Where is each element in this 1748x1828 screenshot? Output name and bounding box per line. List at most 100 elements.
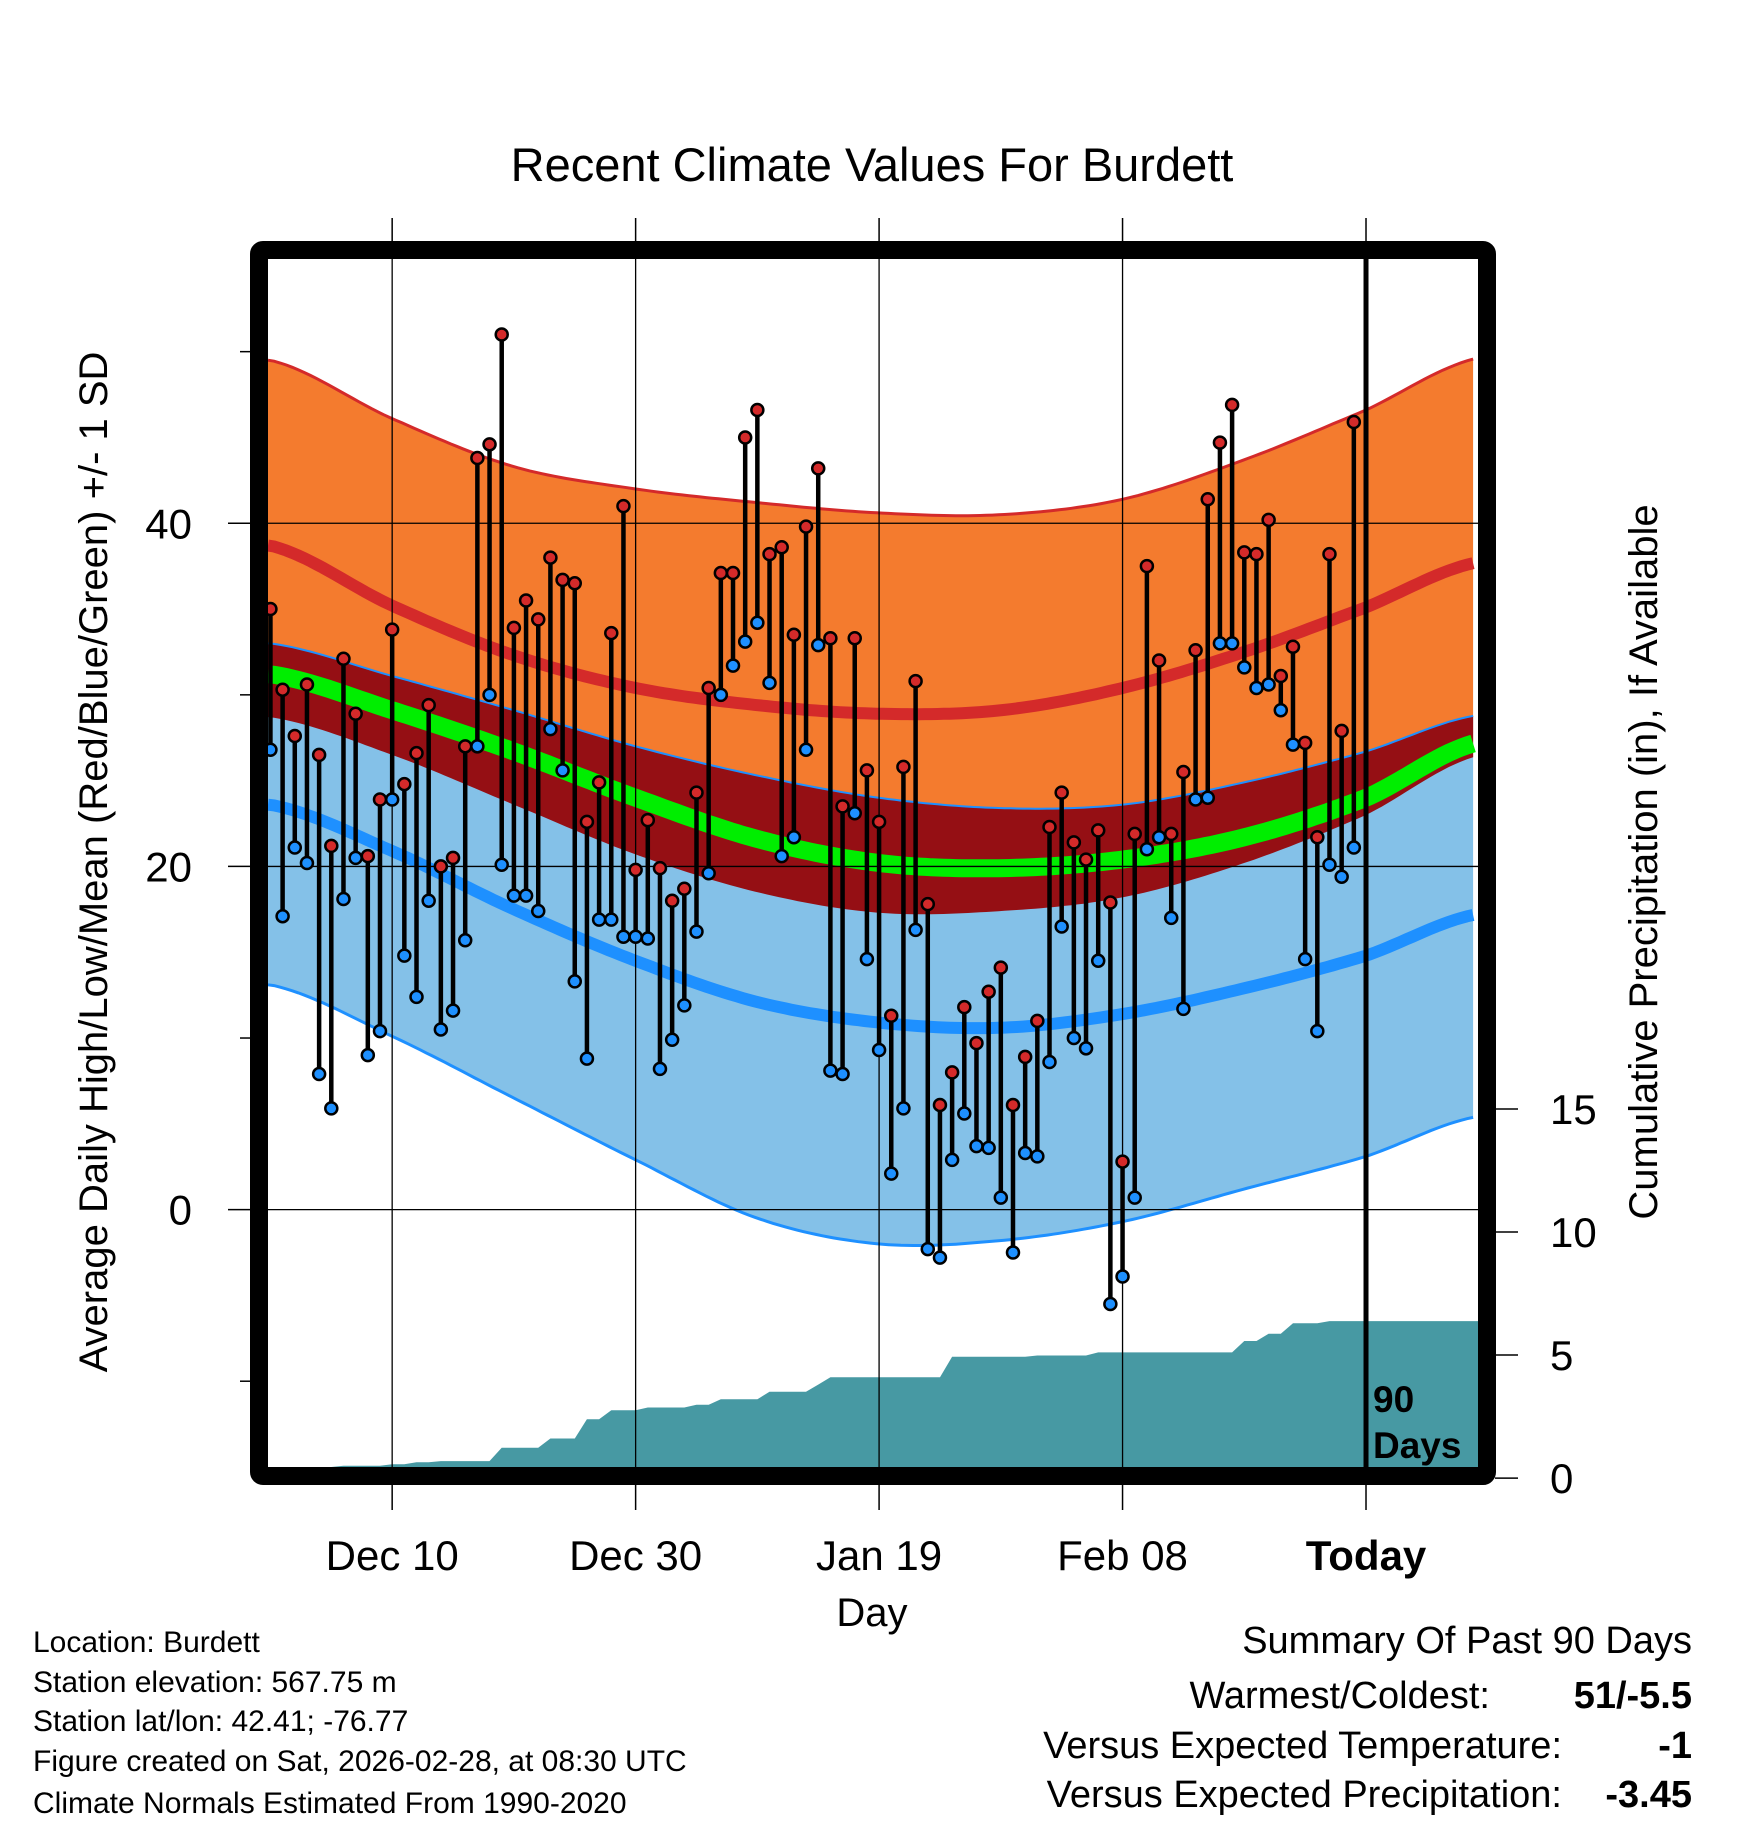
daily-low-point xyxy=(494,857,509,872)
daily-low-point xyxy=(1005,1245,1021,1260)
daily-high-point xyxy=(628,862,643,878)
daily-low-point xyxy=(908,922,923,938)
daily-high-point xyxy=(969,1035,984,1051)
daily-low-point xyxy=(506,888,522,903)
daily-high-point xyxy=(543,550,558,565)
daily-low-point xyxy=(1054,919,1069,934)
daily-high-point xyxy=(762,546,777,562)
daily-low-point xyxy=(993,1190,1009,1205)
high-plus-sd-line xyxy=(267,357,1474,518)
daily-low-point xyxy=(1188,792,1203,807)
daily-low-point xyxy=(409,989,424,1005)
daily-high-point xyxy=(604,625,619,641)
daily-high-point xyxy=(579,814,595,830)
daily-high-point xyxy=(664,893,680,908)
daily-high-point xyxy=(1310,830,1325,845)
daily-low-point xyxy=(969,1138,984,1154)
daily-low-point xyxy=(1103,1296,1118,1312)
daily-high-point xyxy=(360,848,376,864)
daily-high-point xyxy=(1334,723,1349,739)
daily-low-point xyxy=(689,924,704,939)
daily-high-point xyxy=(506,620,522,636)
daily-low-point xyxy=(1163,910,1179,926)
normals-text: Climate Normals Estimated From 1990-2020 xyxy=(33,1787,627,1820)
y-tick-label: 20 xyxy=(145,843,192,890)
daily-low-point xyxy=(859,951,875,967)
x-tick-label: Dec 10 xyxy=(326,1532,459,1579)
daily-low-point xyxy=(884,1166,899,1181)
daily-low-point xyxy=(871,1042,887,1058)
location-text: Location: Burdett xyxy=(33,1626,260,1659)
daily-low-point xyxy=(336,891,351,907)
y2-tick-label: 5 xyxy=(1550,1332,1573,1379)
daily-low-point xyxy=(737,634,753,649)
daily-high-point xyxy=(421,697,436,713)
daily-low-point xyxy=(555,763,570,778)
daily-high-point xyxy=(725,565,741,581)
daily-high-point xyxy=(750,402,765,418)
daily-low-point xyxy=(762,675,777,691)
daily-low-point xyxy=(835,1066,850,1082)
precip-departure-value: -3.45 xyxy=(1605,1774,1692,1816)
temp-departure-value: -1 xyxy=(1658,1725,1692,1767)
axis-ticks: Dec 10 Dec 30 Jan 19 Feb 08 Today 0 20 40 0 5 10 15 xyxy=(145,218,1597,1579)
latlon-text: Station lat/lon: 42.41; -76.77 xyxy=(33,1705,408,1738)
daily-high-point xyxy=(567,576,583,591)
daily-low-point xyxy=(628,929,643,945)
daily-high-point xyxy=(1188,642,1203,658)
temp-departure-label: Versus Expected Temperature: xyxy=(1043,1725,1562,1767)
daily-low-point xyxy=(579,1051,595,1066)
daily-low-point xyxy=(1261,677,1276,692)
daily-low-point xyxy=(482,687,497,703)
daily-high-point xyxy=(1237,545,1252,560)
warmest-label: Warmest/Coldest: xyxy=(1189,1675,1490,1717)
precip-departure-label: Versus Expected Precipitation: xyxy=(1047,1774,1562,1816)
daily-low-point xyxy=(944,1152,960,1168)
daily-low-point xyxy=(1151,830,1167,845)
daily-low-point xyxy=(957,1106,972,1121)
warmest-value: 51/-5.5 xyxy=(1574,1675,1692,1717)
daily-low-point xyxy=(920,1241,936,1257)
daily-low-point xyxy=(896,1101,911,1116)
daily-high-point xyxy=(652,860,668,876)
daily-high-point xyxy=(677,881,692,896)
daily-high-point xyxy=(1261,512,1276,528)
daily-low-point xyxy=(1322,857,1337,872)
daily-high-point xyxy=(823,630,838,646)
daily-low-point xyxy=(1346,840,1362,855)
daily-low-point xyxy=(384,792,400,807)
daily-high-point xyxy=(993,960,1009,975)
daily-low-point xyxy=(433,1022,449,1037)
daily-low-point xyxy=(1115,1269,1130,1284)
daily-high-point xyxy=(1054,785,1069,800)
daily-high-point xyxy=(555,572,570,588)
daily-high-point xyxy=(1042,819,1057,835)
daily-high-point xyxy=(372,792,388,807)
daily-high-point xyxy=(932,1097,948,1113)
daily-high-point xyxy=(920,896,936,912)
daily-high-point xyxy=(275,682,290,697)
daily-high-point xyxy=(433,859,449,874)
low-plus-sd-line xyxy=(267,642,1474,810)
daily-high-point xyxy=(1139,558,1155,574)
daily-high-point xyxy=(299,677,315,692)
daily-low-point xyxy=(1310,1023,1325,1039)
normal-low-line xyxy=(267,798,1475,1035)
daily-low-point xyxy=(750,615,765,631)
daily-low-point xyxy=(664,1032,680,1047)
y2-axis-label: Cumulative Precipitation (in), If Availa… xyxy=(1622,504,1666,1219)
daily-low-point xyxy=(1237,660,1252,675)
normal-bands xyxy=(267,357,1476,1247)
y2-tick-label: 10 xyxy=(1550,1209,1597,1256)
daily-high-point xyxy=(530,612,546,627)
daily-high-point xyxy=(1163,826,1179,842)
daily-low-point xyxy=(567,974,583,989)
elevation-text: Station elevation: 567.75 m xyxy=(33,1666,397,1699)
daily-low-point xyxy=(1334,869,1349,884)
daily-low-point xyxy=(1297,951,1313,967)
x-tick-label: Dec 30 xyxy=(569,1532,702,1579)
daily-low-point xyxy=(1090,953,1106,969)
daily-low-point xyxy=(713,687,729,703)
daily-low-point xyxy=(1212,636,1228,651)
daily-high-point xyxy=(1090,823,1106,838)
